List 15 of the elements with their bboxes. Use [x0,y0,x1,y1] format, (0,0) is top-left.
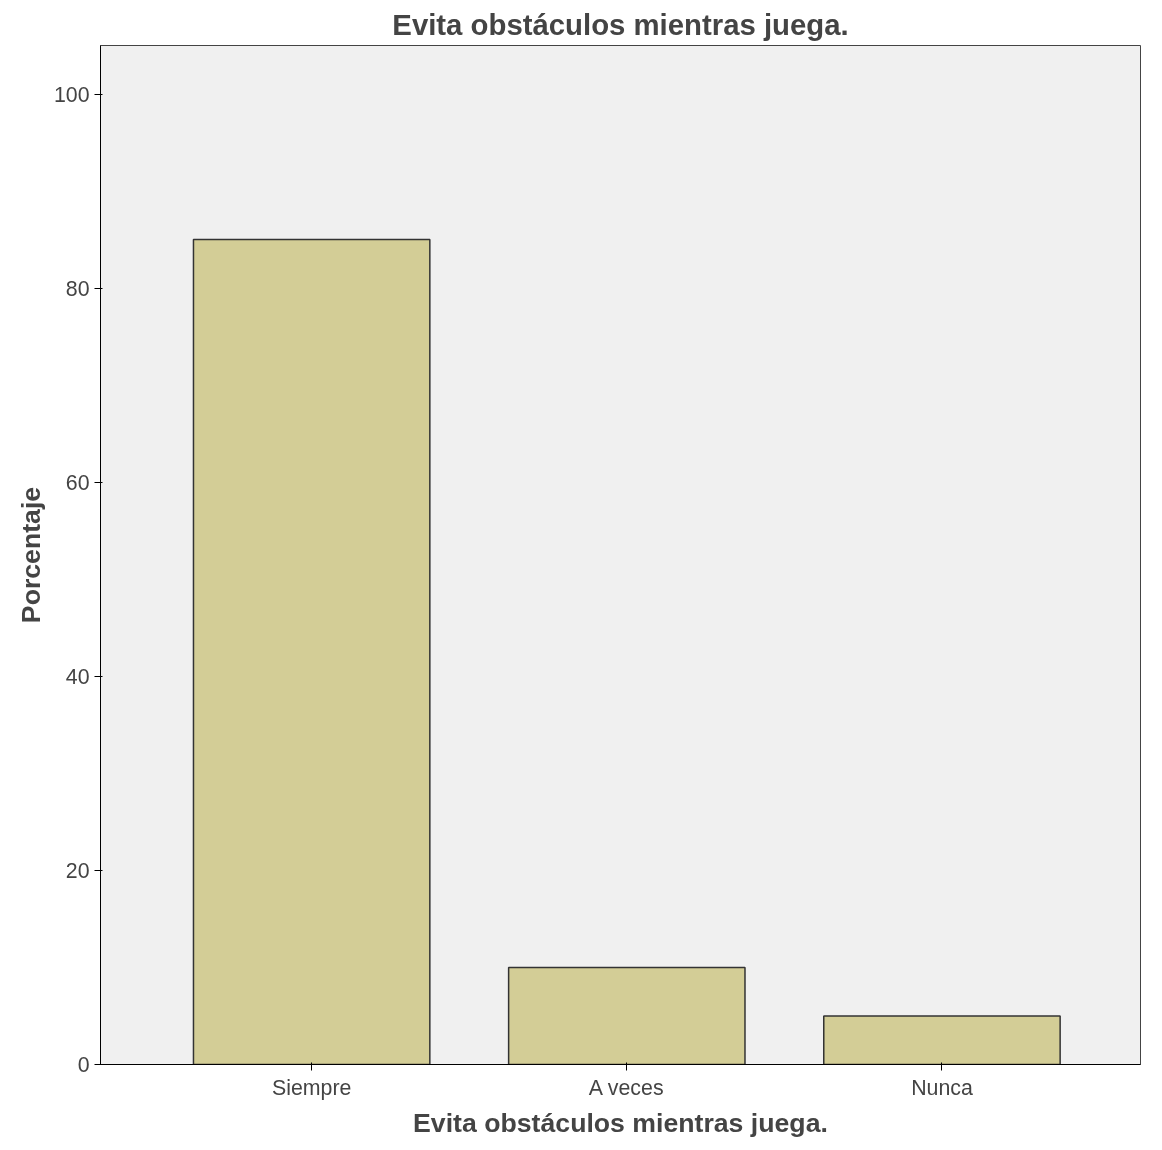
bar [507,966,746,1065]
x-tick-label: Siempre [271,1075,352,1100]
y-axis-title: Porcentaje [15,486,46,624]
y-tick-label: 60 [65,470,90,495]
bar [192,238,431,1065]
y-tick-label: 20 [65,858,90,883]
y-tick-label: 100 [53,82,90,107]
chart-title: Evita obstáculos mientras juega. [392,7,849,41]
x-tick-label: Nunca [911,1075,973,1100]
x-tick-label: A veces [588,1075,664,1100]
y-tick-label: 80 [65,276,90,301]
bar [823,1015,1061,1065]
y-tick-label: 40 [65,664,90,689]
y-tick-label: 0 [77,1053,90,1077]
x-axis-title: Evita obstáculos mientras juega. [413,1107,828,1138]
